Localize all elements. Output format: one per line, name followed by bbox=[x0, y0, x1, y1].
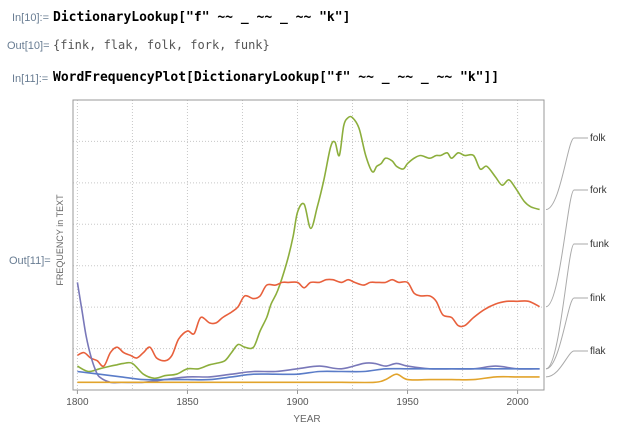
chart-grid bbox=[73, 100, 544, 390]
series-line-fink bbox=[77, 367, 540, 381]
series-line-funk bbox=[76, 282, 540, 384]
series-line-folk bbox=[77, 115, 540, 380]
x-tick-label: 1950 bbox=[396, 397, 419, 408]
chart-series bbox=[76, 115, 540, 384]
out10-label: Out[10]= bbox=[7, 40, 50, 52]
x-tick-label: 2000 bbox=[506, 397, 529, 408]
in10-code[interactable]: DictionaryLookup["f" ~~ _ ~~ _ ~~ "k"] bbox=[53, 10, 351, 25]
series-line-fork bbox=[77, 278, 540, 368]
legend-label-flak: flak bbox=[590, 346, 607, 357]
x-tick-label: 1800 bbox=[66, 397, 89, 408]
series-line-flak bbox=[77, 373, 540, 384]
in11-code[interactable]: WordFrequencyPlot[DictionaryLookup["f" ~… bbox=[53, 70, 500, 85]
legend-label-funk: funk bbox=[590, 239, 610, 250]
legend-leader-folk bbox=[545, 137, 588, 210]
x-tick-label: 1850 bbox=[176, 397, 199, 408]
legend-label-fork: fork bbox=[590, 185, 608, 196]
legend-leader-flak bbox=[545, 350, 588, 378]
legend-label-folk: folk bbox=[590, 133, 607, 144]
out11-label: Out[11]= bbox=[9, 255, 51, 267]
legend-callouts: folk fork funk fink flak bbox=[545, 133, 610, 378]
x-tick-label: 1900 bbox=[286, 397, 309, 408]
in10-label: In[10]:= bbox=[12, 12, 50, 24]
out10-value: {fink, flak, folk, fork, funk} bbox=[53, 38, 270, 52]
x-axis-label: YEAR bbox=[293, 414, 320, 425]
legend-leader-funk bbox=[545, 243, 588, 370]
x-axis-ticks: 1800 1850 1900 1950 2000 bbox=[66, 390, 529, 408]
in11-label: In[11]:= bbox=[12, 73, 49, 85]
legend-leader-fork bbox=[545, 189, 588, 308]
legend-label-fink: fink bbox=[590, 293, 607, 304]
plot-frame bbox=[72, 99, 545, 391]
legend-leader-fink bbox=[545, 297, 588, 370]
y-axis-label: FREQUENCY in TEXT bbox=[55, 194, 65, 286]
